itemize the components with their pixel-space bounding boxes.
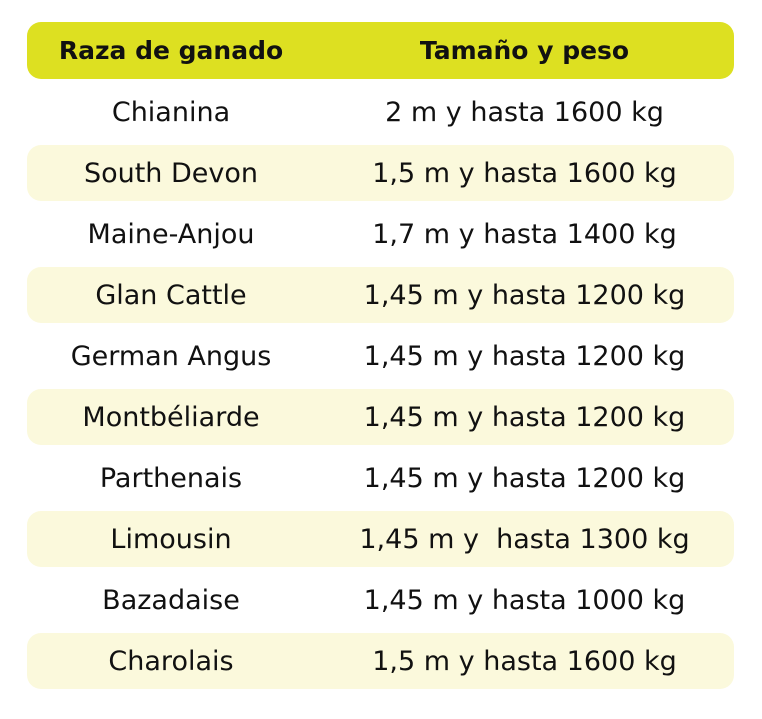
table-row: Montbéliarde 1,45 m y hasta 1200 kg — [27, 389, 734, 445]
table-row: Charolais 1,5 m y hasta 1600 kg — [27, 633, 734, 689]
breed-cell: South Devon — [83, 157, 259, 189]
size-weight-cell: 1,45 m y hasta 1200 kg — [363, 462, 686, 494]
size-weight-cell: 1,45 m y hasta 1000 kg — [363, 584, 686, 616]
breed-cell: Charolais — [108, 645, 234, 677]
header-size-weight: Tamaño y peso — [419, 36, 630, 65]
breed-cell: Glan Cattle — [95, 279, 247, 311]
header-breed: Raza de ganado — [58, 36, 284, 65]
size-weight-cell: 1,45 m y hasta 1200 kg — [363, 279, 686, 311]
table-row: Glan Cattle 1,45 m y hasta 1200 kg — [27, 267, 734, 323]
breed-cell: Montbéliarde — [82, 401, 260, 433]
table-row: Parthenais 1,45 m y hasta 1200 kg — [27, 450, 734, 506]
breed-cell: Parthenais — [99, 462, 243, 494]
size-weight-cell: 2 m y hasta 1600 kg — [385, 96, 664, 128]
table-header: Raza de ganado Tamaño y peso — [27, 22, 734, 79]
breed-cell: Limousin — [110, 523, 232, 555]
size-weight-cell: 1,5 m y hasta 1600 kg — [372, 157, 677, 189]
breed-cell: Maine-Anjou — [87, 218, 255, 250]
table-row: Chianina 2 m y hasta 1600 kg — [27, 84, 734, 140]
cattle-breed-table: Raza de ganado Tamaño y peso Chianina 2 … — [27, 22, 734, 694]
table-row: Limousin 1,45 m y hasta 1300 kg — [27, 511, 734, 567]
size-weight-cell: 1,45 m y hasta 1200 kg — [363, 340, 686, 372]
table-row: Maine-Anjou 1,7 m y hasta 1400 kg — [27, 206, 734, 262]
breed-cell: Bazadaise — [102, 584, 240, 616]
table-row: German Angus 1,45 m y hasta 1200 kg — [27, 328, 734, 384]
size-weight-cell: 1,7 m y hasta 1400 kg — [372, 218, 677, 250]
size-weight-cell: 1,5 m y hasta 1600 kg — [372, 645, 677, 677]
table-row: Bazadaise 1,45 m y hasta 1000 kg — [27, 572, 734, 628]
table-row: South Devon 1,5 m y hasta 1600 kg — [27, 145, 734, 201]
size-weight-cell: 1,45 m y hasta 1300 kg — [359, 523, 690, 555]
breed-cell: German Angus — [70, 340, 272, 372]
size-weight-cell: 1,45 m y hasta 1200 kg — [363, 401, 686, 433]
breed-cell: Chianina — [111, 96, 231, 128]
